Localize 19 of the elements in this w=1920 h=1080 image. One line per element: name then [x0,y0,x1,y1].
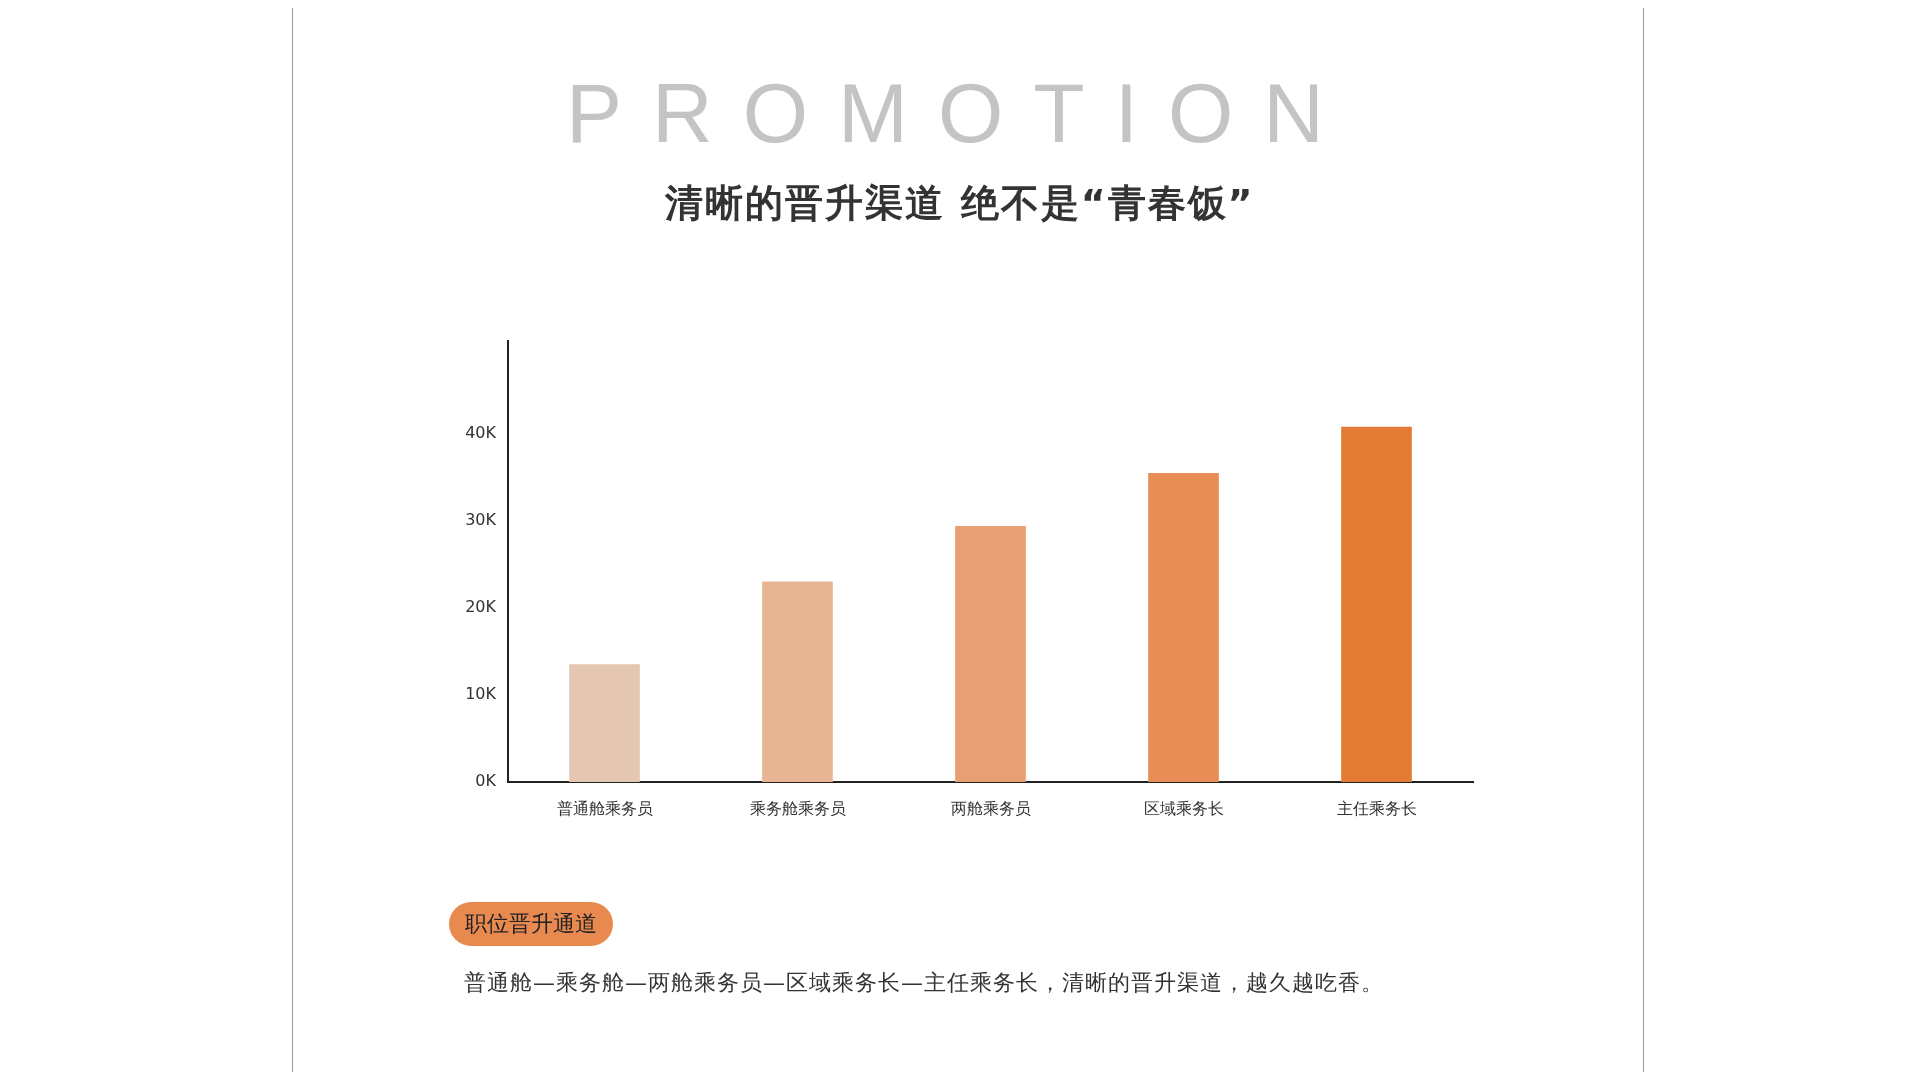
bar [1341,426,1412,782]
text: 普通舱—乘务舱—两舱乘务员—区域乘务长—主任乘务长，清晰的晋升渠道，越久越吃香。 [464,969,1384,997]
bar [1148,472,1219,782]
x-tick-label: 乘务舱乘务员 [749,798,846,818]
y-tick-label: 20K [465,597,497,617]
y-tick-label: 10K [465,684,497,704]
bar [569,664,640,782]
bar [955,525,1026,782]
chart-title: 清晰的晋升渠道 绝不是“青春饭” [664,180,1256,227]
bar [762,581,833,782]
x-tick-label: 区域乘务长 [1143,798,1224,818]
x-tick-label: 普通舱乘务员 [556,798,653,818]
x-tick-label: 两舱乘务员 [950,798,1031,818]
y-tick-label: 0K [475,771,497,791]
x-tick-label: 主任乘务长 [1336,798,1417,818]
text: 职位晋升通道 [449,902,613,946]
chart-subtitle: PROMOTION [565,66,1355,160]
y-tick-label: 30K [465,510,497,530]
y-tick-label: 40K [465,423,497,443]
